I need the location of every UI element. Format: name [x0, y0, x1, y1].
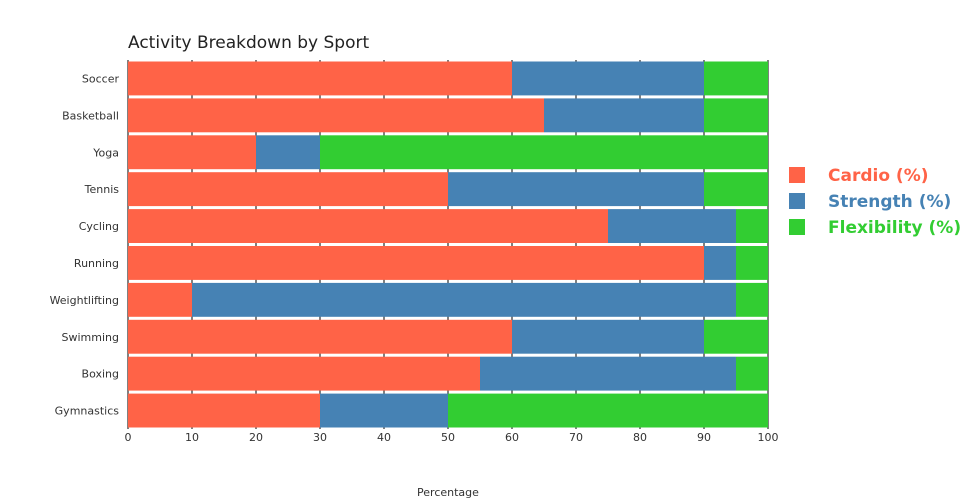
bar-boxing-cardio[interactable]: [128, 356, 480, 391]
x-tick-label: 30: [313, 431, 327, 444]
x-tick-label: 60: [505, 431, 519, 444]
bar-running-cardio[interactable]: [128, 246, 704, 280]
x-axis-title: Percentage: [417, 486, 479, 499]
bar-soccer-flexibility[interactable]: [704, 61, 768, 96]
bar-swimming-strength[interactable]: [512, 319, 704, 354]
bar-gymnastics-cardio[interactable]: [128, 393, 320, 428]
bar-weightlifting-strength[interactable]: [192, 282, 736, 317]
x-tick-label: 20: [249, 431, 263, 444]
category-label: Tennis: [84, 183, 120, 196]
bar-yoga-strength[interactable]: [256, 135, 320, 170]
category-label: Boxing: [82, 368, 119, 381]
bar-cycling-cardio[interactable]: [128, 209, 608, 243]
category-label: Running: [74, 257, 119, 270]
bar-basketball-cardio[interactable]: [128, 98, 544, 133]
legend[interactable]: Cardio (%) Strength (%) Flexibility (%): [789, 166, 960, 238]
bar-gymnastics-flexibility[interactable]: [448, 393, 768, 428]
x-tick-label: 50: [441, 431, 455, 444]
bar-tennis-strength[interactable]: [448, 172, 704, 207]
bar-running-flexibility[interactable]: [736, 246, 768, 280]
legend-label: Cardio (%): [828, 166, 929, 186]
category-label: Cycling: [79, 220, 119, 233]
bar-running-strength[interactable]: [704, 246, 736, 280]
legend-label: Strength (%): [828, 192, 951, 212]
x-axis-ticks: 0 10 20 30 40 50 60 70 80 90 100: [125, 431, 779, 444]
x-tick-label: 10: [185, 431, 199, 444]
category-labels: Soccer Basketball Yoga Tennis Cycling Running…: [50, 72, 120, 417]
category-label: Gymnastics: [55, 405, 120, 418]
bars: [128, 61, 768, 428]
category-label: Basketball: [62, 109, 119, 122]
bar-swimming-cardio[interactable]: [128, 319, 512, 354]
x-tick-label: 40: [377, 431, 391, 444]
bar-boxing-flexibility[interactable]: [736, 356, 768, 391]
category-label: Soccer: [82, 72, 120, 85]
category-label: Swimming: [62, 331, 119, 344]
legend-swatch: [789, 219, 805, 235]
bar-gymnastics-strength[interactable]: [320, 393, 448, 428]
bar-weightlifting-flexibility[interactable]: [736, 282, 768, 317]
bar-cycling-flexibility[interactable]: [736, 209, 768, 243]
legend-label: Flexibility (%): [828, 218, 960, 238]
bar-tennis-flexibility[interactable]: [704, 172, 768, 207]
bar-weightlifting-cardio[interactable]: [128, 282, 192, 317]
bar-tennis-cardio[interactable]: [128, 172, 448, 207]
x-tick-label: 90: [697, 431, 711, 444]
x-tick-label: 0: [125, 431, 132, 444]
bar-yoga-flexibility[interactable]: [320, 135, 768, 170]
x-tick-label: 70: [569, 431, 583, 444]
legend-swatch: [789, 193, 805, 209]
chart-title: Activity Breakdown by Sport: [128, 33, 369, 53]
bar-basketball-flexibility[interactable]: [704, 98, 768, 133]
bar-basketball-strength[interactable]: [544, 98, 704, 133]
category-label: Yoga: [92, 146, 119, 159]
x-tick-label: 100: [758, 431, 779, 444]
bar-swimming-flexibility[interactable]: [704, 319, 768, 354]
bar-soccer-strength[interactable]: [512, 61, 704, 96]
x-tick-label: 80: [633, 431, 647, 444]
category-label: Weightlifting: [50, 294, 119, 307]
bar-cycling-strength[interactable]: [608, 209, 736, 243]
bar-soccer-cardio[interactable]: [128, 61, 512, 96]
bar-yoga-cardio[interactable]: [128, 135, 256, 170]
bar-boxing-strength[interactable]: [480, 356, 736, 391]
legend-swatch: [789, 167, 805, 183]
